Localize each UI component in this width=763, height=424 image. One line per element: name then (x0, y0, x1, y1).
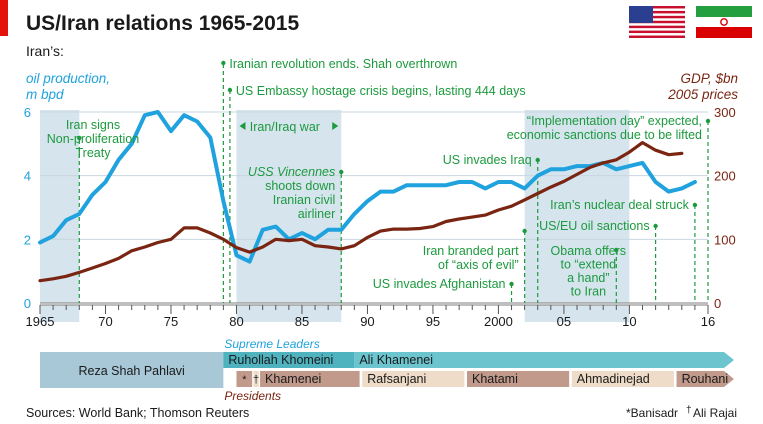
president-bar-6 (676, 371, 734, 387)
shaded-period-2 (524, 110, 630, 303)
annotation-dot (614, 247, 619, 253)
title-accent-bar (0, 0, 8, 36)
shah-label: Reza Shah Pahlavi (79, 364, 185, 378)
footnote-rajai-mark: † (686, 405, 692, 416)
implementation-annotation-line-1: economic sanctions due to be lifted (507, 128, 702, 142)
axis-annotation-line-1: of “axis of evil” (438, 258, 519, 272)
left-tick-label: 0 (24, 296, 31, 311)
president-label-4: Khatami (472, 372, 518, 386)
sources: Sources: World Bank; Thomson Reuters (26, 406, 249, 420)
right-tick-label: 300 (714, 105, 736, 120)
iraq-annotation-line-0: US invades Iraq (443, 153, 532, 167)
annotation-dot (77, 135, 82, 141)
obama-annotation-line-2: a hand” (567, 271, 609, 285)
presidents-label: Presidents (224, 389, 281, 403)
vincennes-annotation-line-1: shoots down (265, 179, 335, 193)
axis-band-0 (40, 305, 80, 322)
annotation-dot (221, 60, 226, 66)
us-flag (629, 6, 685, 38)
annotation-dot (522, 228, 527, 234)
president-bar-0 (236, 371, 253, 387)
annotation-dot (705, 118, 711, 124)
x-tick-label: 75 (164, 314, 178, 329)
war-end-arrow (332, 122, 339, 130)
supreme-bar-1 (354, 352, 734, 368)
war-start-arrow (239, 122, 246, 130)
left-tick-label: 2 (24, 232, 31, 247)
x-tick-label: 95 (426, 314, 440, 329)
president-label-1: † (253, 374, 259, 386)
sanctions-annotation-line-0: US/EU oil sanctions (539, 219, 649, 233)
supreme-leaders-label: Supreme Leaders (224, 337, 319, 351)
president-label-6: Rouhani (682, 372, 729, 386)
left-axis-label-1: oil production, (26, 71, 110, 86)
annotation-dot (339, 169, 344, 175)
president-bar-3 (362, 371, 465, 387)
supreme-bar-0 (223, 352, 355, 368)
x-tick-label: 2000 (484, 314, 513, 329)
x-tick-label: 85 (295, 314, 309, 329)
axis-annotation-line-0: Iran branded part (423, 244, 519, 258)
vincennes-annotation-line-2: Iranian civil (273, 193, 336, 207)
war-annotation-line-0: Iran/Iraq war (250, 120, 320, 134)
left-tick-label: 4 (24, 169, 31, 184)
oil-production-line (38, 110, 697, 264)
deal-annotation-line-0: Iran’s nuclear deal struck (550, 198, 689, 212)
x-tick-label: 05 (557, 314, 571, 329)
right-axis-label-1: GDP, $bn (680, 71, 738, 86)
right-tick-label: 200 (714, 169, 736, 184)
x-tick-label: 1965 (26, 314, 55, 329)
npt-annotation-line-2: Treaty (76, 146, 112, 160)
left-tick-label: 6 (24, 105, 31, 120)
right-tick-label: 100 (714, 232, 736, 247)
npt-annotation-line-0: Iran signs (66, 118, 120, 132)
obama-annotation-line-3: to Iran (571, 285, 606, 299)
iran-flag (696, 6, 752, 38)
shaded-period-0 (40, 110, 80, 303)
annotation-dot (653, 223, 658, 229)
shaded-period-1 (236, 110, 342, 303)
vincennes-annotation-line-3: airliner (298, 207, 336, 221)
footnote-banisadr: *Banisadr (626, 406, 678, 420)
afghan-annotation-line-0: US invades Afghanistan (373, 277, 506, 291)
x-tick-label: 16 (701, 314, 715, 329)
president-label-0: * (242, 374, 247, 386)
president-bar-4 (466, 371, 570, 387)
president-bar-2 (260, 371, 360, 387)
chart-subtitle: Iran’s: (26, 43, 64, 59)
president-label-2: Khamenei (265, 372, 321, 386)
hostage-annotation-line-0: US Embassy hostage crisis begins, lastin… (236, 84, 526, 98)
left-axis-label-2: m bpd (26, 87, 64, 102)
annotation-dot (509, 281, 514, 287)
annotation-dot (227, 87, 233, 93)
x-tick-label: 10 (622, 314, 636, 329)
supreme-label-0: Ruhollah Khomeini (228, 353, 333, 367)
president-label-5: Ahmadinejad (577, 372, 650, 386)
president-bar-5 (571, 371, 674, 387)
obama-annotation-line-0: Obama offers (551, 244, 627, 258)
president-bar-1 (253, 371, 259, 387)
npt-annotation-line-1: Non-proliferation (47, 132, 139, 146)
implementation-annotation-line-0: “Implementation day” expected, (527, 114, 702, 128)
shah-bar (40, 352, 224, 388)
right-axis-label-2: 2005 prices (667, 87, 738, 102)
annotation-dot (535, 157, 540, 163)
annotation-dot (692, 202, 698, 208)
x-tick-label: 90 (360, 314, 374, 329)
footnote-rajai: Ali Rajai (693, 406, 737, 420)
x-tick-label: 70 (98, 314, 112, 329)
x-tick-label: 80 (229, 314, 243, 329)
chart-title: US/Iran relations 1965-2015 (26, 12, 299, 35)
president-label-3: Rafsanjani (367, 372, 426, 386)
supreme-label-1: Ali Khamenei (359, 353, 433, 367)
obama-annotation-line-1: to “extend (561, 258, 617, 272)
gdp-line (38, 141, 684, 283)
vincennes-annotation-line-0: USS Vincennes (248, 165, 335, 179)
revolution-annotation-line-0: Iranian revolution ends. Shah overthrown (229, 57, 457, 71)
right-tick-label: 0 (714, 296, 721, 311)
